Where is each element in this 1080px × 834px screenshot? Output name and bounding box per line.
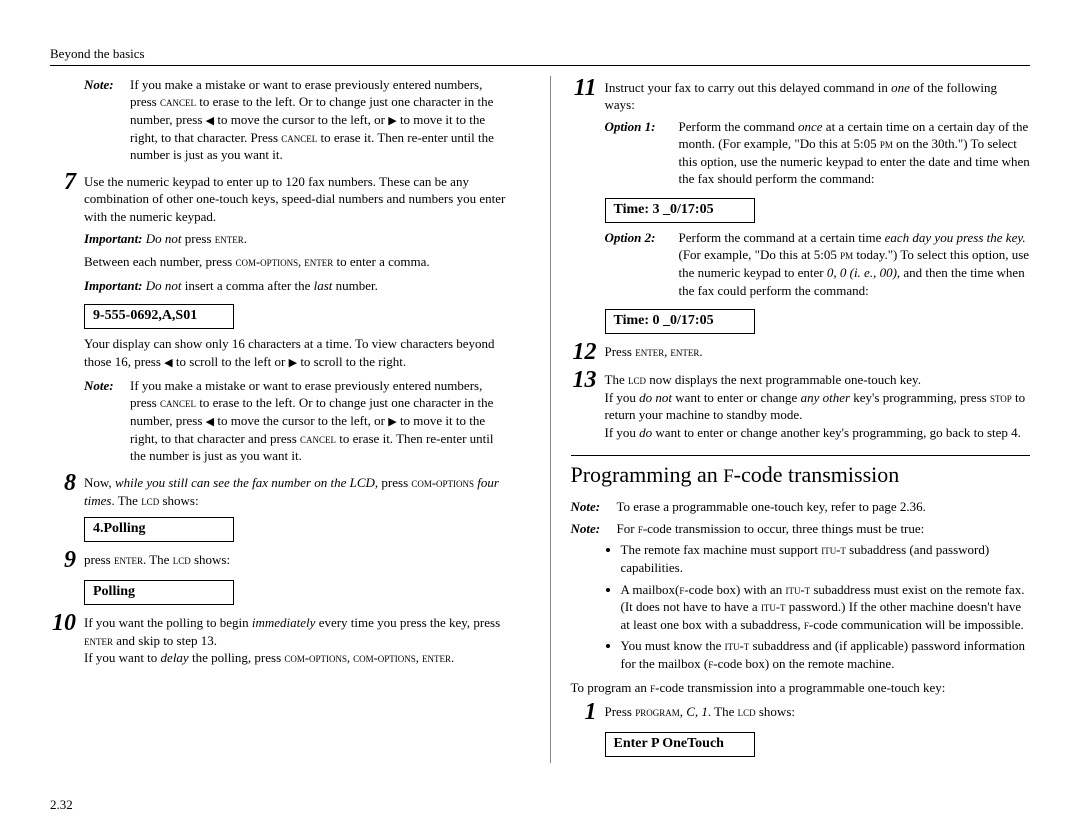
option-1: Option 1: Perform the command once at a … (605, 118, 1031, 188)
right-column: 11 Instruct your fax to carry out this d… (550, 76, 1031, 764)
paragraph: To program an f-code transmission into a… (571, 679, 1031, 697)
list-item: You must know the itu-t subaddress and (… (621, 637, 1031, 672)
two-column-layout: Note: If you make a mistake or want to e… (50, 76, 1030, 764)
lcd-display: 4.Polling (84, 517, 234, 542)
page-number: 2.32 (50, 796, 73, 814)
step-8: 8 Now, while you still can see the fax n… (50, 471, 510, 509)
lcd-display: 9-555-0692,A,S01 (84, 304, 234, 329)
paragraph: Between each number, press com-options, … (84, 253, 510, 271)
note-text: If you make a mistake or want to erase p… (130, 76, 510, 164)
note-block: Note: To erase a programmable one-touch … (571, 498, 1031, 516)
list-item: The remote fax machine must support itu-… (621, 541, 1031, 576)
note-block: Note: If you make a mistake or want to e… (84, 377, 510, 465)
lcd-display: Enter P OneTouch (605, 732, 755, 757)
paragraph: Your display can show only 16 characters… (84, 335, 510, 370)
step-13: 13 The lcd now displays the next program… (571, 368, 1031, 441)
step-9: 9 press enter. The lcd shows: (50, 548, 510, 572)
note-label: Note: (84, 76, 122, 164)
note-text: If you make a mistake or want to erase p… (130, 377, 510, 465)
lcd-display: Time: 3 _0/17:05 (605, 198, 755, 223)
option-2: Option 2: Perform the command at a certa… (605, 229, 1031, 299)
note-block: Note: If you make a mistake or want to e… (84, 76, 510, 164)
step-12: 12 Press enter, enter. (571, 340, 1031, 364)
lcd-display: Time: 0 _0/17:05 (605, 309, 755, 334)
step-11: 11 Instruct your fax to carry out this d… (571, 76, 1031, 114)
section-heading: Programming an F-code transmission (571, 455, 1031, 490)
lcd-display: Polling (84, 580, 234, 605)
page-header: Beyond the basics (50, 45, 1030, 66)
step-1: 1 Press program, C, 1. The lcd shows: (571, 700, 1031, 724)
step-10: 10 If you want the polling to begin imme… (50, 611, 510, 667)
step-number: 7 (50, 170, 76, 226)
bullet-list: The remote fax machine must support itu-… (621, 541, 1031, 672)
left-column: Note: If you make a mistake or want to e… (50, 76, 510, 764)
important-note: Important: Do not insert a comma after t… (84, 277, 510, 295)
important-note: Important: Do not press enter. (84, 230, 510, 248)
list-item: A mailbox(f-code box) with an itu-t suba… (621, 581, 1031, 634)
note-block: Note: For f-code transmission to occur, … (571, 520, 1031, 538)
step-7: 7 Use the numeric keypad to enter up to … (50, 170, 510, 226)
step-body: Use the numeric keypad to enter up to 12… (84, 170, 510, 226)
